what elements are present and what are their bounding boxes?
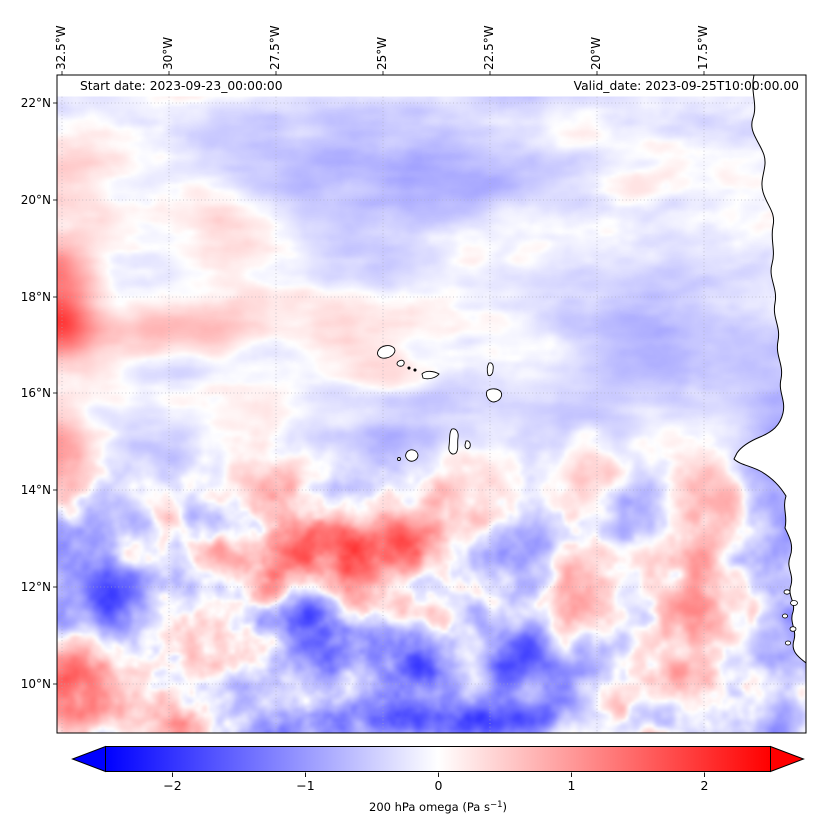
colorbar-tick-label: 0: [435, 778, 443, 793]
y-tick-label: 16°N: [21, 386, 51, 400]
x-tick-label: 20°W: [589, 37, 603, 70]
colorbar-caption-suffix: ): [502, 800, 507, 814]
colorbar-left-arrow: [71, 745, 106, 773]
x-tick-label: 32.5°W: [54, 25, 68, 70]
y-tick-label: 18°N: [21, 290, 51, 304]
colorbar-caption: 200 hPa omega (Pa s−1): [369, 800, 507, 814]
y-tick-label: 22°N: [21, 96, 51, 110]
x-tick-label: 22.5°W: [482, 25, 496, 70]
omega-field-canvas: [57, 75, 806, 733]
y-tick-label: 10°N: [21, 677, 51, 691]
colorbar-caption-superscript: −1: [490, 800, 503, 810]
y-tick-label: 14°N: [21, 483, 51, 497]
x-tick-label: 25°W: [375, 37, 389, 70]
colorbar-tick-label: −1: [296, 778, 314, 793]
colorbar-tick-label: 2: [701, 778, 709, 793]
x-tick-label: 17.5°W: [696, 25, 710, 70]
colorbar-caption-prefix: 200 hPa omega (Pa s: [369, 800, 490, 814]
colorbar-tick-marks: [172, 772, 705, 777]
y-tick-label: 12°N: [21, 580, 51, 594]
colorbar-tick-label: −2: [163, 778, 181, 793]
colorbar-tick-label: 1: [568, 778, 576, 793]
x-tick-label: 30°W: [161, 37, 175, 70]
colorbar-gradient: [105, 746, 771, 772]
y-tick-label: 20°N: [21, 193, 51, 207]
colorbar-right-arrow: [770, 745, 805, 773]
x-tick-label: 27.5°W: [268, 25, 282, 70]
